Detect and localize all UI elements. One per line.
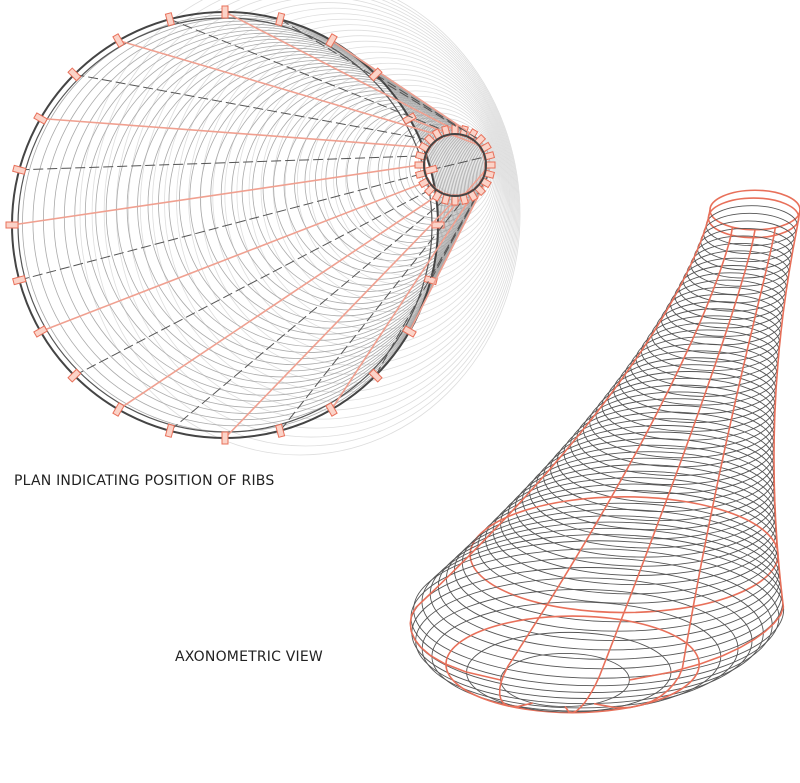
tab xyxy=(275,12,286,27)
tab xyxy=(112,33,125,48)
rib xyxy=(224,11,456,131)
rib xyxy=(629,209,800,681)
contour xyxy=(651,308,782,363)
tab xyxy=(368,368,383,383)
rib xyxy=(224,199,456,439)
tab xyxy=(67,368,82,383)
tab xyxy=(67,67,82,82)
rib-tab xyxy=(67,67,82,82)
rib-tab xyxy=(275,12,286,27)
rib xyxy=(279,198,465,432)
tab xyxy=(164,12,175,27)
rib-tab xyxy=(5,221,19,229)
rib xyxy=(19,155,422,171)
rib xyxy=(498,226,734,708)
axonometric-drawing xyxy=(409,189,800,714)
oculus xyxy=(423,133,487,197)
tab xyxy=(325,33,338,48)
tab xyxy=(325,402,338,417)
rib-tab xyxy=(221,431,229,445)
contour xyxy=(582,391,775,468)
rib xyxy=(375,73,481,141)
ghost-contour xyxy=(308,79,501,286)
rib xyxy=(169,18,447,132)
rib xyxy=(169,198,447,432)
tab xyxy=(275,423,286,438)
rib-tab xyxy=(33,325,48,338)
rib xyxy=(40,181,425,333)
rib-tab xyxy=(164,423,175,438)
ghost-contour xyxy=(296,73,502,295)
rib xyxy=(330,194,474,410)
rib xyxy=(74,73,431,141)
rib xyxy=(74,189,431,377)
plan-caption: PLAN INDICATING POSITION OF RIBS xyxy=(14,473,274,489)
contour xyxy=(556,418,775,504)
tab xyxy=(33,112,48,125)
rib-tab xyxy=(368,368,383,383)
ghost-contour xyxy=(320,84,500,277)
axonometric-caption: AXONOMETRIC VIEW xyxy=(175,649,323,665)
tab xyxy=(431,221,445,229)
contour xyxy=(576,398,775,477)
ghost-contour xyxy=(345,95,498,259)
tab xyxy=(221,5,229,19)
rib-tab xyxy=(112,402,125,417)
rib-tab xyxy=(275,423,286,438)
rib xyxy=(430,155,489,171)
rib-tab xyxy=(33,112,48,125)
rib xyxy=(408,182,487,332)
rib-tab xyxy=(431,221,445,229)
ghost-contour xyxy=(284,68,503,303)
tab xyxy=(33,325,48,338)
rib xyxy=(409,209,711,681)
rib xyxy=(331,39,473,136)
rib-tab xyxy=(12,275,27,286)
rib-tab xyxy=(368,67,383,82)
rib xyxy=(564,229,756,714)
rib xyxy=(118,194,438,411)
rib-tab xyxy=(325,402,338,417)
tab xyxy=(221,431,229,445)
rib-tab xyxy=(325,33,338,48)
contour xyxy=(415,577,753,705)
tab xyxy=(12,164,27,175)
rib xyxy=(40,117,425,149)
rib xyxy=(11,164,421,226)
tab xyxy=(402,325,417,338)
rib-tab xyxy=(67,368,82,383)
plan-drawing xyxy=(5,0,521,456)
rib-tab xyxy=(12,164,27,175)
tab xyxy=(112,402,125,417)
ghost-contour xyxy=(333,90,499,268)
tab xyxy=(5,221,19,229)
rib-tab xyxy=(221,5,229,19)
tab xyxy=(368,67,383,82)
rib-tab xyxy=(112,33,125,48)
tab xyxy=(12,275,27,286)
rib xyxy=(375,189,481,376)
rib-tab xyxy=(164,12,175,27)
tab xyxy=(164,423,175,438)
rib xyxy=(19,173,422,281)
rib xyxy=(593,227,777,709)
rib xyxy=(118,39,438,136)
rib-tab xyxy=(402,325,417,338)
